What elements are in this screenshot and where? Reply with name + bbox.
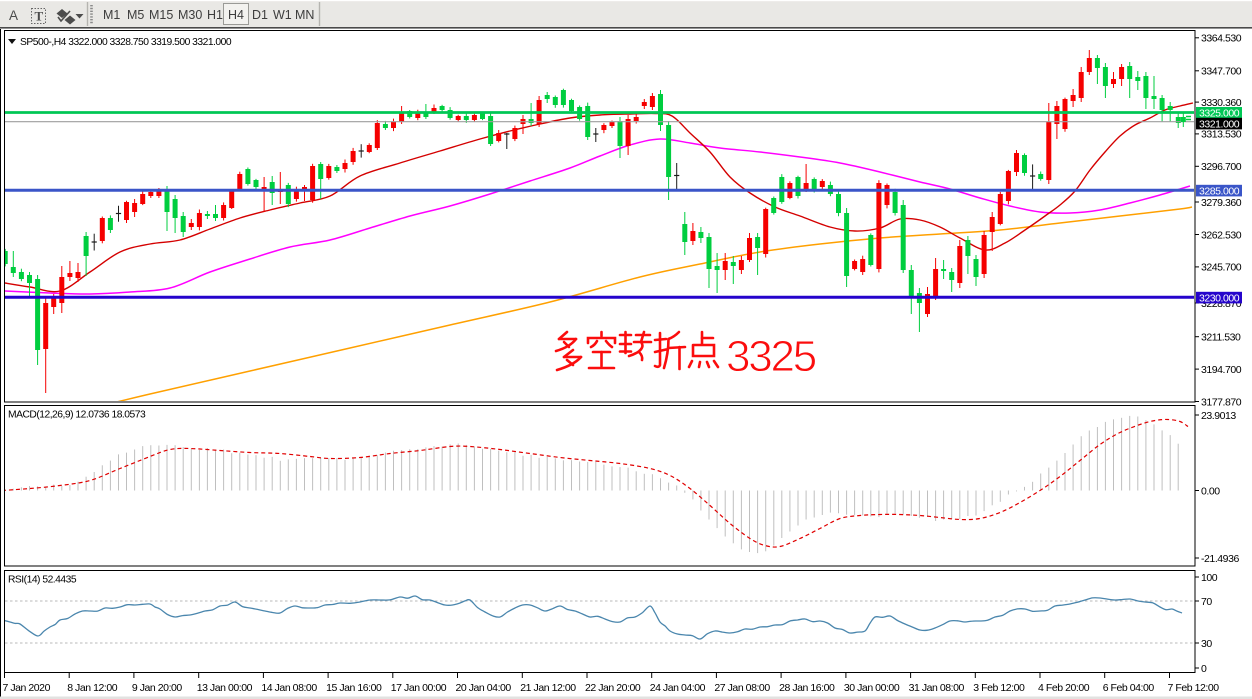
svg-text:28 Jan 16:00: 28 Jan 16:00 (779, 682, 835, 694)
svg-text:H1: H1 (207, 8, 223, 22)
svg-text:3285.000: 3285.000 (1199, 185, 1240, 197)
svg-text:RSI(14) 52.4435: RSI(14) 52.4435 (8, 575, 77, 586)
svg-text:MN: MN (295, 8, 314, 22)
svg-text:3364.530: 3364.530 (1201, 33, 1242, 45)
svg-text:21 Jan 12:00: 21 Jan 12:00 (520, 682, 576, 694)
svg-text:22 Jan 20:00: 22 Jan 20:00 (585, 682, 641, 694)
svg-text:-21.4936: -21.4936 (1201, 553, 1239, 565)
svg-text:3177.870: 3177.870 (1201, 396, 1242, 408)
svg-text:A: A (9, 8, 18, 23)
svg-text:4 Feb 20:00: 4 Feb 20:00 (1038, 682, 1090, 694)
svg-text:T: T (35, 9, 44, 24)
svg-text:30: 30 (1201, 638, 1212, 650)
svg-text:13 Jan 00:00: 13 Jan 00:00 (197, 682, 253, 694)
svg-text:23.9013: 23.9013 (1201, 410, 1236, 422)
svg-text:M1: M1 (103, 8, 120, 22)
svg-text:70: 70 (1201, 596, 1212, 608)
svg-text:W1: W1 (273, 8, 292, 22)
svg-text:9 Jan 20:00: 9 Jan 20:00 (132, 682, 183, 694)
svg-text:30 Jan 00:00: 30 Jan 00:00 (844, 682, 900, 694)
svg-text:31 Jan 08:00: 31 Jan 08:00 (909, 682, 965, 694)
svg-text:3211.530: 3211.530 (1201, 332, 1241, 344)
svg-text:3 Feb 12:00: 3 Feb 12:00 (973, 682, 1025, 694)
svg-text:8 Jan 12:00: 8 Jan 12:00 (67, 682, 118, 694)
svg-text:7 Feb 12:00: 7 Feb 12:00 (1168, 682, 1220, 694)
svg-text:0.00: 0.00 (1201, 485, 1220, 497)
svg-text:7 Jan 2020: 7 Jan 2020 (3, 682, 51, 694)
svg-text:M15: M15 (149, 8, 173, 22)
svg-text:H4: H4 (228, 8, 244, 22)
svg-text:3296.700: 3296.700 (1201, 161, 1242, 173)
svg-text:20 Jan 04:00: 20 Jan 04:00 (456, 682, 512, 694)
svg-text:15 Jan 16:00: 15 Jan 16:00 (326, 682, 382, 694)
svg-text:14 Jan 08:00: 14 Jan 08:00 (261, 682, 317, 694)
svg-text:3325.000: 3325.000 (1199, 108, 1240, 120)
svg-text:3347.700: 3347.700 (1201, 66, 1242, 78)
svg-text:27 Jan 08:00: 27 Jan 08:00 (714, 682, 770, 694)
svg-text:3321.000: 3321.000 (1199, 118, 1240, 130)
svg-text:100: 100 (1201, 572, 1218, 584)
svg-text:3230.000: 3230.000 (1199, 292, 1240, 304)
svg-text:MACD(12,26,9) 12.0736 18.0573: MACD(12,26,9) 12.0736 18.0573 (8, 410, 146, 421)
svg-text:3313.530: 3313.530 (1201, 129, 1242, 141)
svg-text:3262.530: 3262.530 (1201, 229, 1242, 241)
svg-text:17 Jan 00:00: 17 Jan 00:00 (391, 682, 447, 694)
svg-text:M30: M30 (178, 8, 202, 22)
svg-text:3330.360: 3330.360 (1201, 97, 1242, 109)
svg-text:3325: 3325 (726, 332, 816, 381)
svg-text:6 Feb 04:00: 6 Feb 04:00 (1103, 682, 1155, 694)
svg-text:SP500-,H4 3322.000 3328.750 3: SP500-,H4 3322.000 3328.750 3319.500 332… (20, 37, 232, 48)
svg-text:24 Jan 04:00: 24 Jan 04:00 (650, 682, 706, 694)
svg-text:D1: D1 (252, 8, 268, 22)
svg-text:0: 0 (1201, 663, 1207, 675)
svg-text:3194.700: 3194.700 (1201, 364, 1242, 376)
svg-text:M5: M5 (127, 8, 144, 22)
svg-text:3245.700: 3245.700 (1201, 262, 1242, 274)
svg-text:3279.360: 3279.360 (1201, 197, 1242, 209)
